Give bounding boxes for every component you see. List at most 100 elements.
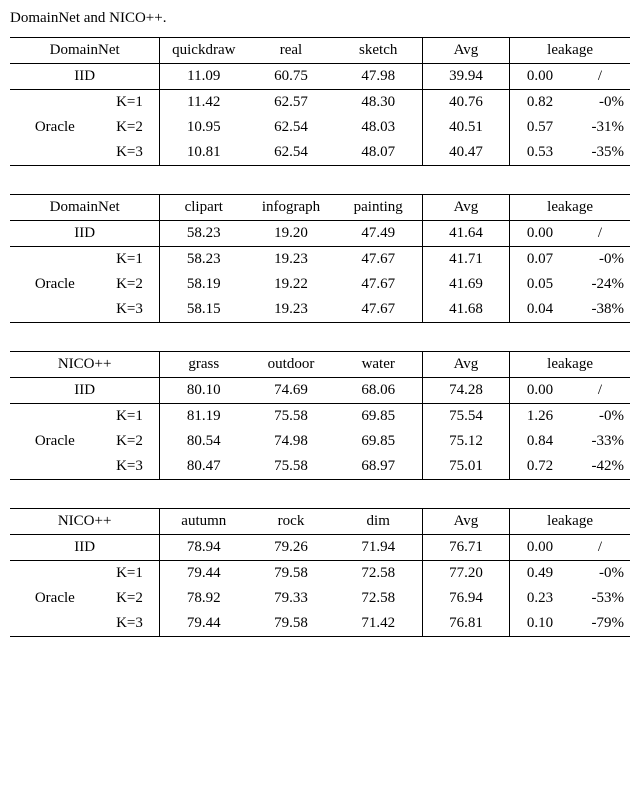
col-header: real [247,38,334,64]
oracle-avg: 40.51 [422,115,509,140]
oracle-leak-delta: -53% [570,586,630,611]
leakage-header: leakage [510,195,630,221]
oracle-leak: 1.26 [510,404,570,430]
oracle-value: 19.23 [247,247,334,273]
iid-value: 19.20 [247,221,334,247]
col-header: dim [335,509,422,535]
iid-avg: 39.94 [422,64,509,90]
oracle-leak: 0.72 [510,454,570,480]
oracle-leak-delta: -24% [570,272,630,297]
oracle-value: 62.54 [247,115,334,140]
oracle-value: 75.58 [247,404,334,430]
iid-leak: 0.00 [510,221,570,247]
oracle-value: 19.22 [247,272,334,297]
col-header: rock [247,509,334,535]
col-header: water [335,352,422,378]
oracle-value: 58.23 [160,247,247,273]
oracle-value: 47.67 [335,272,422,297]
oracle-value: 81.19 [160,404,247,430]
oracle-value: 79.58 [247,611,334,637]
iid-value: 11.09 [160,64,247,90]
oracle-leak-delta: -0% [570,247,630,273]
oracle-k: K=1 [100,561,160,587]
oracle-value: 72.58 [335,586,422,611]
iid-label: IID [10,378,160,404]
results-table: DomainNetclipartinfographpaintingAvgleak… [10,194,630,323]
oracle-leak-delta: -0% [570,404,630,430]
oracle-avg: 76.81 [422,611,509,637]
oracle-label: Oracle [10,561,100,637]
iid-value: 79.26 [247,535,334,561]
oracle-value: 79.44 [160,561,247,587]
col-header: sketch [335,38,422,64]
iid-label: IID [10,221,160,247]
iid-value: 47.98 [335,64,422,90]
leakage-header: leakage [510,352,630,378]
col-header: clipart [160,195,247,221]
oracle-value: 72.58 [335,561,422,587]
col-header: autumn [160,509,247,535]
col-header: quickdraw [160,38,247,64]
title-cell: DomainNet [10,38,160,64]
title-cell: DomainNet [10,195,160,221]
oracle-value: 75.58 [247,454,334,480]
oracle-leak: 0.10 [510,611,570,637]
oracle-leak-delta: -38% [570,297,630,323]
oracle-k: K=2 [100,429,160,454]
results-table: DomainNetquickdrawrealsketchAvgleakage II… [10,37,630,166]
results-table: NICO++autumnrockdimAvgleakageIID78.9479.… [10,508,630,637]
oracle-avg: 41.68 [422,297,509,323]
oracle-k: K=3 [100,140,160,166]
oracle-leak-delta: -0% [570,561,630,587]
iid-avg: 41.64 [422,221,509,247]
oracle-value: 58.19 [160,272,247,297]
oracle-value: 74.98 [247,429,334,454]
avg-header: Avg [422,38,509,64]
oracle-value: 69.85 [335,429,422,454]
oracle-value: 48.03 [335,115,422,140]
oracle-value: 19.23 [247,297,334,323]
oracle-value: 62.54 [247,140,334,166]
leakage-header: leakage [510,38,630,64]
oracle-k: K=1 [100,247,160,273]
oracle-leak-delta: -31% [570,115,630,140]
oracle-avg: 77.20 [422,561,509,587]
oracle-value: 58.15 [160,297,247,323]
iid-label: IID [10,64,160,90]
iid-value: 74.69 [247,378,334,404]
avg-header: Avg [422,509,509,535]
oracle-value: 10.95 [160,115,247,140]
oracle-k: K=1 [100,90,160,116]
iid-value: 71.94 [335,535,422,561]
iid-label: IID [10,535,160,561]
oracle-value: 79.33 [247,586,334,611]
oracle-k: K=3 [100,454,160,480]
oracle-value: 47.67 [335,297,422,323]
oracle-leak-delta: -42% [570,454,630,480]
oracle-avg: 76.94 [422,586,509,611]
tables-root: DomainNetquickdrawrealsketchAvgleakageII… [10,37,630,637]
col-header: grass [160,352,247,378]
iid-avg: 74.28 [422,378,509,404]
oracle-avg: 40.47 [422,140,509,166]
oracle-value: 48.07 [335,140,422,166]
oracle-leak: 0.04 [510,297,570,323]
oracle-value: 48.30 [335,90,422,116]
oracle-leak-delta: -0% [570,90,630,116]
iid-leak: 0.00 [510,378,570,404]
iid-leak-delta: / [570,535,630,561]
col-header: painting [335,195,422,221]
oracle-value: 69.85 [335,404,422,430]
iid-value: 80.10 [160,378,247,404]
oracle-k: K=2 [100,586,160,611]
oracle-value: 68.97 [335,454,422,480]
caption-text: DomainNet and NICO++. [10,10,630,27]
oracle-leak: 0.57 [510,115,570,140]
oracle-leak-delta: -33% [570,429,630,454]
oracle-avg: 75.54 [422,404,509,430]
iid-value: 60.75 [247,64,334,90]
iid-leak: 0.00 [510,535,570,561]
oracle-value: 62.57 [247,90,334,116]
iid-leak-delta: / [570,378,630,404]
oracle-value: 79.44 [160,611,247,637]
